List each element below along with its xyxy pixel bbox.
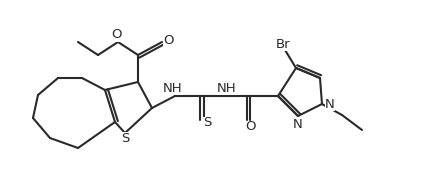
Text: NH: NH xyxy=(163,81,183,94)
Text: S: S xyxy=(121,132,129,144)
Text: NH: NH xyxy=(217,81,237,94)
Text: N: N xyxy=(293,117,303,130)
Text: N: N xyxy=(325,97,335,110)
Text: O: O xyxy=(245,121,255,133)
Text: O: O xyxy=(111,29,121,42)
Text: Br: Br xyxy=(276,38,290,50)
Text: S: S xyxy=(203,117,211,129)
Text: O: O xyxy=(163,34,173,46)
